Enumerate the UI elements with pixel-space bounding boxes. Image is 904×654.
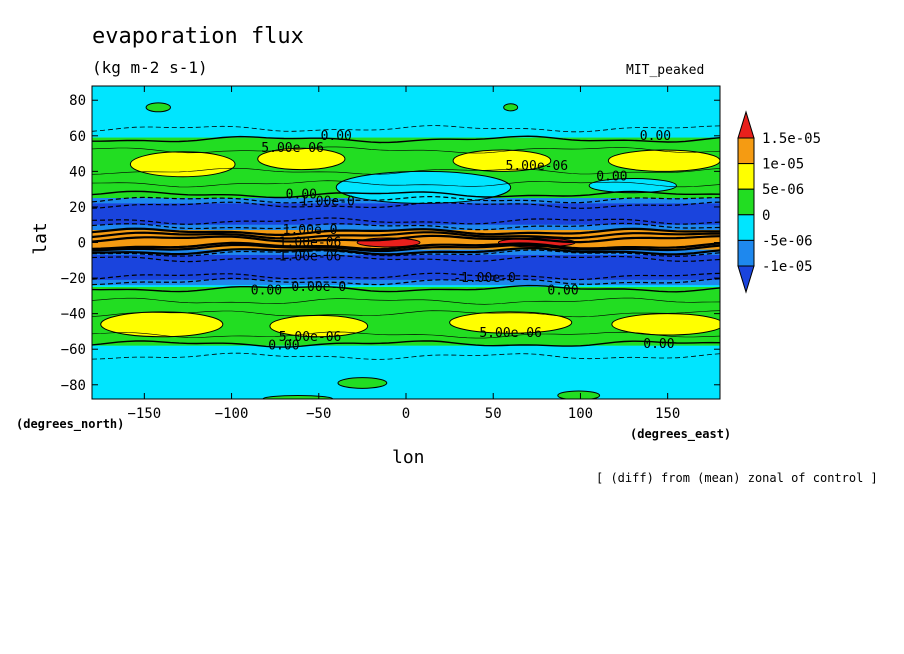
contour-label: 0.00 — [547, 284, 578, 299]
contour-line — [92, 272, 720, 281]
contour-label: 0.00 — [596, 170, 627, 185]
y-tick-label: 60 — [69, 129, 86, 145]
colorbar-label: 1.5e-05 — [762, 131, 821, 147]
contour-label: 0.00e-0 — [291, 280, 346, 295]
contour-line — [92, 234, 720, 244]
y-tick-label: 20 — [69, 200, 86, 216]
x-tick-label: 100 — [568, 406, 593, 422]
contour-label: 5.00e-06 — [261, 141, 324, 156]
contour-line — [92, 249, 720, 257]
contour-line — [92, 222, 720, 231]
contour-line — [92, 241, 720, 251]
colorbar-top-arrow — [737, 110, 755, 139]
chart-units-subtitle: (kg m-2 s-1) — [92, 58, 208, 77]
y-tick-label: −80 — [61, 378, 86, 394]
x-tick-label: −100 — [215, 406, 249, 422]
y-tick-label: 0 — [78, 236, 86, 252]
contour-line — [92, 277, 720, 286]
contour-label: 0.00 — [286, 187, 317, 202]
y-axis-units: (degrees_north) — [16, 417, 125, 431]
x-tick-label: −50 — [306, 406, 331, 422]
yellow-blob — [607, 149, 720, 172]
contour-line — [92, 180, 720, 188]
band-dblue-south — [92, 254, 720, 280]
contour-label: 0.00 — [643, 337, 674, 352]
colorbar-swatch — [737, 163, 755, 190]
x-tick-label: 50 — [485, 406, 502, 422]
band-dblue-north — [92, 203, 720, 225]
green-island — [337, 377, 388, 389]
contour-line — [92, 125, 720, 133]
contour-label: 1.00e-06 — [279, 236, 342, 251]
contour-line — [92, 167, 720, 175]
contour-label: 0.00 — [640, 129, 671, 144]
yellow-blob — [611, 313, 720, 336]
x-axis-units: (degrees_east) — [630, 427, 732, 441]
y-axis-label: lat — [29, 222, 51, 255]
contour-line — [92, 217, 720, 225]
yellow-blob — [100, 311, 224, 338]
colorbar-bottom-arrow — [737, 265, 755, 294]
x-axis-label: lon — [392, 447, 425, 468]
contour-line — [92, 284, 720, 293]
contour-line — [92, 352, 720, 360]
cyan-intrusion — [335, 170, 512, 204]
green-island — [557, 390, 601, 399]
chart-title: evaporation flux — [92, 24, 304, 49]
contour-line — [92, 340, 720, 348]
contour-line — [92, 297, 720, 305]
colorbar-swatch — [737, 137, 755, 165]
contour-label: 1.00e-0 — [283, 223, 338, 238]
contour-line — [92, 243, 720, 253]
contour-line — [92, 247, 720, 256]
colorbar-swatch — [737, 188, 755, 216]
x-tick-label: −150 — [127, 406, 161, 422]
colorbar-label: 5e-06 — [762, 182, 804, 198]
colorbar-label: -1e-05 — [762, 259, 813, 275]
colorbar-label: -5e-06 — [762, 233, 813, 249]
contour-label: 5.00e-06 — [506, 159, 569, 174]
colorbar-label: 0 — [762, 208, 770, 224]
contour-label: 0.00 — [251, 284, 282, 299]
contour-label: 1.00e-06 — [279, 250, 342, 265]
contour-line — [92, 331, 720, 339]
contour-label: -1.00e-0 — [453, 271, 516, 286]
model-label: MIT_peaked — [626, 63, 705, 78]
yellow-blob — [449, 311, 573, 334]
contour-line — [92, 146, 720, 154]
green-island — [145, 102, 172, 113]
contour-line — [92, 135, 720, 144]
x-tick-label: 0 — [402, 406, 410, 422]
y-tick-label: −60 — [61, 342, 86, 358]
contour-line — [92, 254, 720, 263]
y-tick-label: 40 — [69, 164, 86, 180]
contour-line — [92, 190, 720, 199]
contour-line — [92, 227, 720, 236]
contour-line — [92, 310, 720, 318]
x-tick-label: 150 — [655, 406, 680, 422]
colorbar-swatch — [737, 214, 755, 241]
contour-line — [92, 201, 720, 209]
colorbar-label: 1e-05 — [762, 157, 804, 173]
footnote: [ (diff) from (mean) zonal of control ] — [596, 471, 878, 485]
contour-label: 5.00e-06 — [479, 326, 542, 341]
colorbar-swatch — [737, 239, 755, 267]
contour-field — [92, 86, 720, 399]
contour-label: 0.00 — [268, 339, 299, 354]
y-tick-label: −20 — [61, 271, 86, 287]
contour-label: 0.00 — [321, 129, 352, 144]
y-tick-label: 80 — [69, 93, 86, 109]
green-island — [503, 103, 519, 112]
y-tick-label: −40 — [61, 307, 86, 323]
yellow-blob — [269, 314, 369, 338]
contour-line — [92, 231, 720, 240]
contour-label: 1.00e-0 — [300, 195, 355, 210]
contour-label: 5.00e-06 — [279, 330, 342, 345]
yellow-blob — [257, 147, 346, 171]
contour-line — [92, 195, 720, 204]
yellow-blob — [452, 149, 552, 172]
yellow-blob — [129, 151, 236, 178]
